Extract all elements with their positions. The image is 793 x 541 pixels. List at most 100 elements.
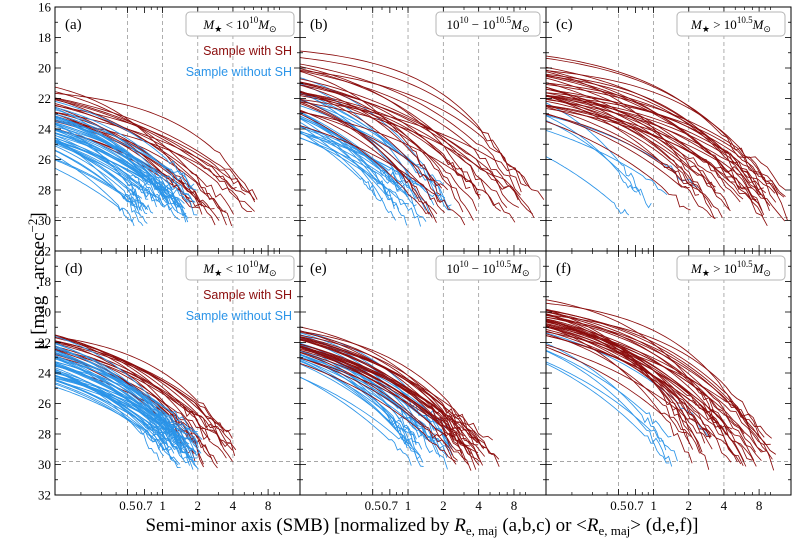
- curve-with-sh: [55, 92, 256, 203]
- curve-with-sh: [300, 65, 481, 196]
- curve-without-sh: [300, 105, 444, 186]
- curve-with-sh: [546, 330, 742, 465]
- x-tick-label: 0.5: [119, 498, 135, 513]
- panel-f: 0.5 0.7 1 2 4 8 (f) M★ > 1010.5M⊙: [546, 250, 791, 513]
- curve-without-sh: [300, 359, 424, 463]
- curve-with-sh: [546, 99, 764, 190]
- x-axis-title-main: Semi-minor axis (SMB) [normalized by: [145, 515, 454, 536]
- curve-with-sh: [55, 98, 246, 196]
- curve-without-sh: [55, 145, 142, 212]
- curve-without-sh: [55, 113, 192, 190]
- curve-with-sh: [55, 97, 256, 201]
- x-tick-label: 8: [756, 498, 763, 513]
- curve-without-sh: [55, 123, 148, 215]
- curve-with-sh: [546, 302, 763, 452]
- curve-without-sh: [300, 118, 397, 221]
- curve-without-sh: [546, 350, 672, 438]
- curve-without-sh: [546, 363, 670, 464]
- curve-without-sh: [55, 380, 189, 459]
- curve-with-sh: [300, 338, 479, 444]
- curve-with-sh: [300, 109, 438, 215]
- y-axis-title-exp: −2: [25, 219, 40, 233]
- curve-with-sh: [55, 336, 204, 468]
- panel-border: [545, 250, 792, 496]
- profile-curves: [55, 334, 237, 470]
- profile-curves: [546, 299, 777, 471]
- curve-with-sh: [300, 343, 460, 435]
- curve-with-sh: [546, 73, 765, 215]
- curve-with-sh: [300, 113, 433, 219]
- y-tick-label: 32: [38, 244, 51, 259]
- x-tick-label: 8: [265, 498, 272, 513]
- curve-without-sh: [546, 129, 668, 196]
- curve-with-sh: [300, 50, 522, 193]
- curve-with-sh: [546, 95, 776, 194]
- curve-with-sh: [546, 320, 745, 462]
- profile-curves: [55, 86, 258, 227]
- curve-with-sh: [546, 325, 693, 464]
- y-tick-label: 20: [38, 305, 51, 320]
- curve-with-sh: [546, 318, 732, 463]
- curve-with-sh: [55, 115, 200, 209]
- panel-c: (c) M★ > 1010.5M⊙: [546, 6, 791, 252]
- curve-without-sh: [55, 368, 160, 461]
- curve-without-sh: [300, 111, 392, 197]
- y-tick-label: 26: [38, 396, 52, 411]
- curve-with-sh: [300, 336, 483, 466]
- curve-without-sh: [546, 342, 667, 451]
- y-tick-label: 28: [38, 427, 51, 442]
- curve-with-sh: [300, 101, 446, 213]
- curve-without-sh: [300, 353, 410, 445]
- panel-b: (b) 1010 − 1010.5M⊙: [300, 6, 546, 252]
- curve-without-sh: [55, 132, 187, 217]
- panel-letter: (e): [310, 261, 327, 277]
- x-tick-label: 1: [650, 498, 657, 513]
- curve-with-sh: [546, 100, 702, 191]
- curve-with-sh: [546, 71, 715, 219]
- x-tick-label: 1: [159, 498, 166, 513]
- curve-with-sh: [300, 70, 519, 201]
- y-tick-label: 16: [38, 0, 52, 15]
- y-tick-label: 22: [38, 335, 51, 350]
- curve-with-sh: [300, 98, 545, 200]
- mass-bin-label: 1010 − 1010.5M⊙: [447, 259, 530, 278]
- curve-without-sh: [55, 149, 148, 224]
- curve-with-sh: [546, 106, 694, 186]
- curve-without-sh: [55, 122, 198, 216]
- axes-frame: [54, 6, 792, 496]
- curve-with-sh: [300, 330, 486, 449]
- x-axis-title-mid: (a,b,c) or <: [498, 515, 587, 536]
- profile-curves: [300, 326, 500, 471]
- curve-without-sh: [300, 363, 413, 448]
- x-tick-label: 8: [511, 498, 518, 513]
- curve-without-sh: [300, 117, 400, 210]
- curve-with-sh: [300, 57, 527, 187]
- curve-without-sh: [300, 125, 383, 202]
- curve-with-sh: [546, 95, 779, 196]
- curve-without-sh: [300, 350, 421, 457]
- curve-without-sh: [55, 356, 199, 445]
- curve-with-sh: [546, 94, 726, 192]
- curve-with-sh: [546, 308, 777, 455]
- curve-without-sh: [55, 380, 174, 437]
- curve-with-sh: [300, 351, 472, 455]
- curve-with-sh: [546, 92, 771, 207]
- curve-with-sh: [55, 104, 253, 212]
- x-axis-title-r1-sub: e, maj: [466, 523, 498, 538]
- x-tick-label: 0.7: [136, 498, 153, 513]
- curve-without-sh: [546, 350, 673, 467]
- curve-with-sh: [55, 99, 255, 212]
- curve-with-sh: [300, 63, 521, 196]
- mass-bin-label: M★ < 1010M⊙: [202, 259, 276, 278]
- curve-without-sh: [300, 354, 448, 458]
- curve-with-sh: [300, 348, 478, 444]
- curve-with-sh: [546, 299, 738, 463]
- curve-with-sh: [546, 113, 700, 196]
- curve-without-sh: [55, 150, 141, 215]
- curve-with-sh: [546, 95, 730, 210]
- y-tick-label: 20: [38, 61, 51, 76]
- curve-without-sh: [55, 158, 145, 211]
- x-axis-title-r1: R: [453, 515, 466, 536]
